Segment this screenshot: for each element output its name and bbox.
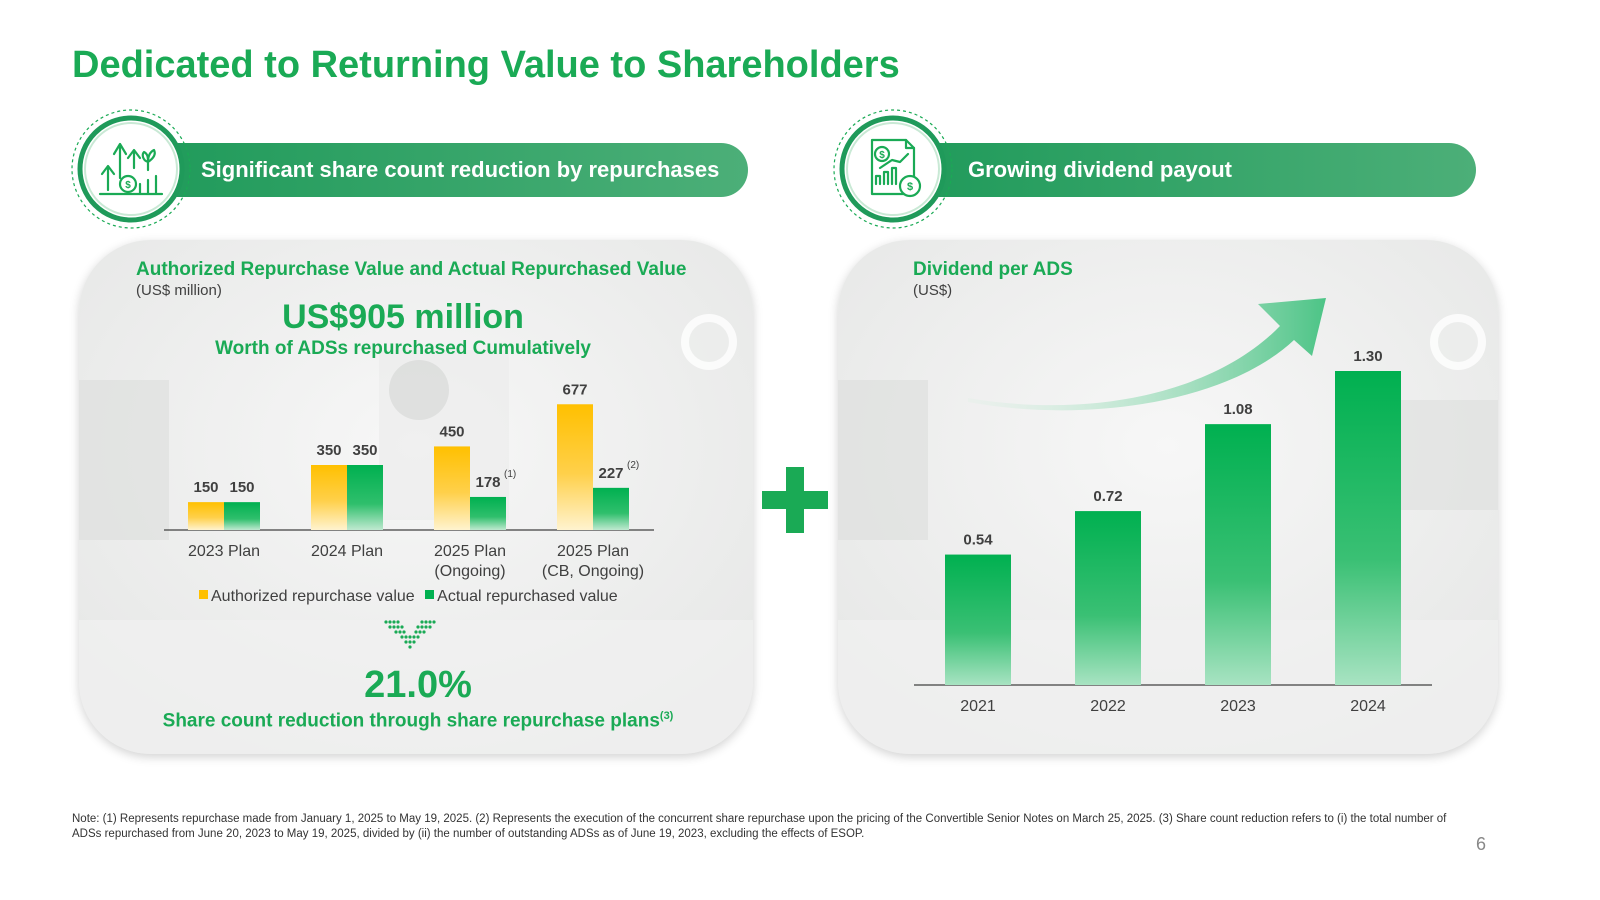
legend-actual-label: Actual repurchased value <box>437 588 618 605</box>
repurchase-bar <box>434 446 470 530</box>
repurchase-bar-label: 450 <box>439 423 464 440</box>
repurchase-bar-footnote: (1) <box>504 469 516 480</box>
dividend-category-label: 2022 <box>1090 698 1126 715</box>
dividend-bar <box>1335 371 1401 685</box>
repurchase-bar <box>470 496 506 530</box>
repurchase-category-label: 2024 Plan <box>311 543 383 560</box>
share-reduction-label: Share count reduction through share repu… <box>79 710 753 732</box>
dividend-category-label: 2024 <box>1350 698 1386 715</box>
repurchase-bar <box>593 487 629 530</box>
svg-text:$: $ <box>907 181 913 193</box>
dividend-category-label: 2021 <box>960 698 996 715</box>
repurchase-bar <box>188 502 224 530</box>
repurchase-bar-label: 350 <box>352 442 377 459</box>
dividend-bar-chart: 0.54 2021 0.72 2022 1.08 2023 1.30 2024 <box>914 348 1432 715</box>
cumulative-repurchase-value: US$905 million <box>282 298 524 336</box>
share-reduction-label-text: Share count reduction through share repu… <box>162 710 660 732</box>
repurchase-category-label: 2023 Plan <box>188 543 260 560</box>
repurchase-bar-label: 227 <box>598 465 623 482</box>
plus-icon <box>762 467 828 533</box>
repurchase-category-label: (Ongoing) <box>434 563 505 580</box>
dividend-bar <box>945 554 1011 685</box>
growth-arrows-coin-icon: $ <box>70 108 192 230</box>
dividend-bar-label: 0.54 <box>963 532 993 549</box>
dividend-chart-unit: (US$) <box>913 282 953 299</box>
dotted-chevron-down-icon <box>384 620 436 649</box>
repurchase-bar-chart: 150 350 450 677 150 350 178 (1) 227 (2) 2023 Plan 2… <box>164 381 654 580</box>
dividend-bar-label: 1.08 <box>1223 401 1252 418</box>
repurchase-bar-label: 677 <box>562 381 587 398</box>
legend-actual-swatch <box>425 590 435 600</box>
dividend-bar <box>1205 424 1271 685</box>
repurchase-bar-label: 350 <box>316 442 341 459</box>
repurchase-bar-footnote: (2) <box>627 460 639 471</box>
share-reduction-value: 21.0% <box>364 664 472 706</box>
dividend-banner-label: Growing dividend payout <box>968 157 1232 182</box>
repurchase-category-label: 2025 Plan <box>434 543 506 560</box>
repurchase-bar-label: 150 <box>229 479 254 496</box>
page-title: Dedicated to Returning Value to Sharehol… <box>72 44 900 86</box>
dividend-bar <box>1075 511 1141 685</box>
legend-authorized-label: Authorized repurchase value <box>211 588 415 605</box>
repurchase-bar <box>224 502 260 530</box>
trend-arrow-icon <box>968 298 1326 411</box>
repurchase-bar <box>311 465 347 530</box>
legend-authorized-swatch <box>199 590 208 600</box>
dividend-chart-title: Dividend per ADS <box>913 259 1073 280</box>
repurchase-bar-label: 178 <box>475 474 500 491</box>
dividend-panel: Dividend per ADS (US$) 0.54 2021 0.72 2022 1… <box>838 240 1498 754</box>
repurchase-bar <box>557 404 593 530</box>
repurchase-legend: Authorized repurchase value Actual repur… <box>199 588 618 606</box>
repurchase-bar <box>347 465 383 530</box>
page-number: 6 <box>1476 834 1487 854</box>
repurchase-panel: Authorized Repurchase Value and Actual R… <box>79 240 753 754</box>
cumulative-repurchase-label: Worth of ADSs repurchased Cumulatively <box>215 338 591 359</box>
dividend-bar-label: 1.30 <box>1353 348 1382 365</box>
repurchase-chart-title: Authorized Repurchase Value and Actual R… <box>136 259 687 280</box>
repurchase-chart-unit: (US$ million) <box>136 282 222 299</box>
svg-text:$: $ <box>125 180 131 191</box>
repurchase-banner-label: Significant share count reduction by rep… <box>201 157 720 182</box>
dividend-banner: Growing dividend payout <box>900 143 1476 197</box>
dividend-category-label: 2023 <box>1220 698 1256 715</box>
share-reduction-footnote: (3) <box>659 710 674 722</box>
report-dollar-icon: $ $ <box>832 108 954 230</box>
repurchase-category-label: (CB, Ongoing) <box>542 563 644 580</box>
footnote: Note: (1) Represents repurchase made fro… <box>72 813 1447 840</box>
dividend-bar-label: 0.72 <box>1093 488 1122 505</box>
repurchase-banner: Significant share count reduction by rep… <box>140 143 748 197</box>
repurchase-bar-label: 150 <box>193 479 218 496</box>
repurchase-category-label: 2025 Plan <box>557 543 629 560</box>
svg-text:$: $ <box>879 150 885 161</box>
